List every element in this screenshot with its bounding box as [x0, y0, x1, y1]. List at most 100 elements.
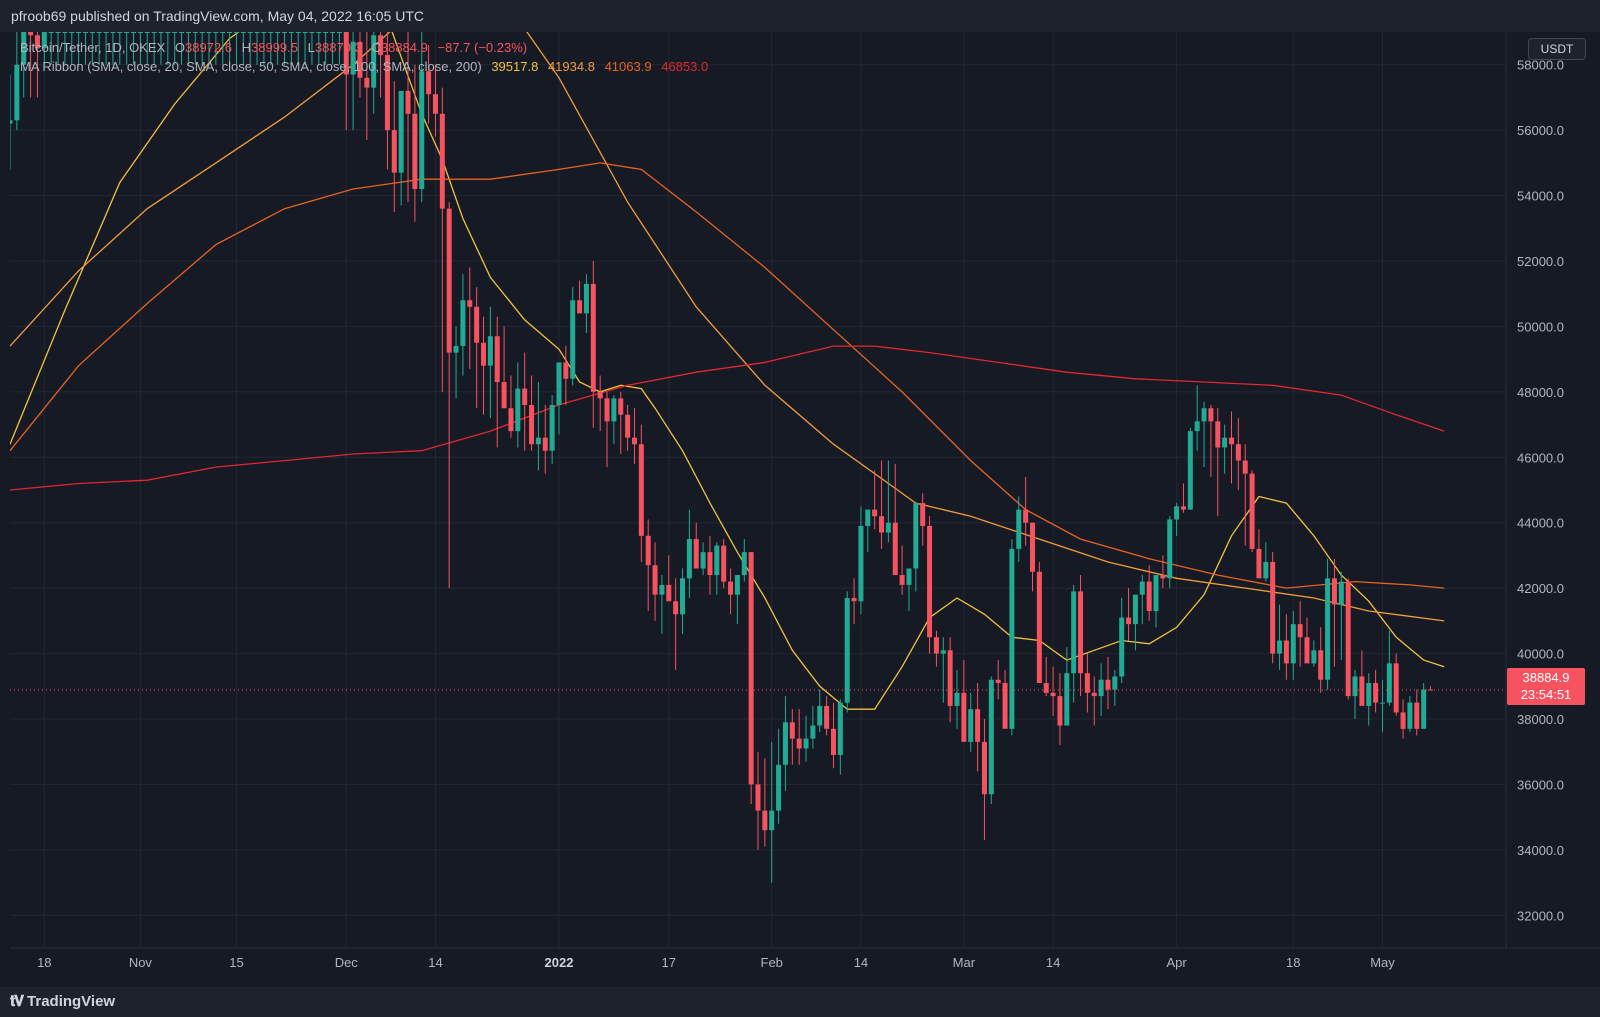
ma-ribbon-lines: [10, 32, 1445, 710]
candle-body: [673, 601, 679, 615]
candle-body: [288, 32, 294, 33]
candle-body: [611, 398, 617, 422]
time-axis[interactable]: 18 Nov 15 Dec 14 2022 17 Feb 14 Mar 14 Apr 18 May: [37, 955, 1395, 970]
candle-body: [1318, 650, 1324, 680]
candle-body: [446, 208, 452, 353]
candle-body: [865, 509, 871, 526]
candle-body: [631, 437, 637, 445]
candle-body: [961, 692, 967, 742]
candle-body: [885, 522, 891, 533]
candle-body: [302, 32, 308, 33]
ma-line-sma-100: [10, 162, 1445, 589]
candle-body: [913, 503, 919, 569]
candle-body: [652, 565, 658, 595]
price-tick-label: 48000.0: [1517, 385, 1564, 400]
candle-body: [1393, 663, 1399, 713]
candle-body: [1180, 506, 1186, 510]
price-tick-label: 40000.0: [1517, 647, 1564, 662]
time-tick-label: 2022: [545, 955, 574, 970]
candle-body: [1112, 676, 1118, 690]
time-tick-label: 17: [662, 955, 676, 970]
candle-body: [1139, 581, 1145, 595]
candle-body: [179, 32, 185, 33]
candle-body: [316, 32, 322, 33]
candle-body: [364, 77, 370, 88]
candle-body: [1331, 578, 1337, 605]
symbol-name[interactable]: Bitcoin/Tether, 1D, OKEX: [20, 40, 166, 55]
candle-body: [494, 336, 500, 383]
tradingview-logo[interactable]: 𝐭𝐕 TradingView: [10, 993, 115, 1010]
candle-body: [522, 388, 528, 405]
candle-body: [803, 738, 809, 749]
candle-body: [405, 90, 411, 114]
candle-body: [76, 32, 82, 33]
candle-body: [1359, 676, 1365, 706]
price-tick-label: 54000.0: [1517, 189, 1564, 204]
price-tick-label: 58000.0: [1517, 58, 1564, 73]
candle-body: [1352, 676, 1358, 697]
candle-body: [151, 32, 157, 33]
candle-body: [728, 581, 734, 595]
candle-body: [762, 810, 768, 831]
candle-body: [1071, 591, 1077, 674]
candle-body: [1174, 506, 1180, 520]
candle-body: [144, 32, 150, 33]
bar-countdown: 23:54:51: [1520, 687, 1572, 702]
publish-header: pfroob69 published on TradingView.com, M…: [0, 0, 1600, 32]
candle-body: [1345, 581, 1351, 697]
candle-body: [185, 32, 191, 33]
candle-body: [549, 404, 555, 451]
candle-body: [899, 575, 905, 585]
candle-body: [769, 810, 775, 831]
candle-body: [625, 414, 631, 438]
candle-body: [1105, 679, 1111, 690]
candle-body: [1256, 548, 1262, 579]
candle-body: [275, 32, 281, 33]
candle-body: [467, 300, 473, 307]
candle-body: [570, 300, 576, 379]
candle-body: [323, 32, 329, 33]
candle-body: [721, 545, 727, 582]
price-tick-label: 44000.0: [1517, 516, 1564, 531]
candle-body: [117, 32, 123, 33]
ma-ribbon-legend[interactable]: MA Ribbon (SMA, close, 20, SMA, close, 5…: [20, 59, 708, 74]
candle-body: [62, 32, 68, 33]
open-value: 38972.6: [184, 40, 232, 55]
candle-body: [618, 398, 624, 415]
candle-body: [343, 32, 349, 75]
current-price-label: 38884.9: [1522, 670, 1570, 685]
candle-body: [357, 41, 363, 78]
candle-body: [1050, 692, 1056, 697]
candle-body: [1201, 408, 1207, 422]
candle-body: [1215, 421, 1221, 448]
candle-body: [268, 32, 274, 33]
candle-body: [645, 535, 651, 566]
candle-body: [330, 32, 336, 33]
candle-body: [96, 32, 102, 33]
candle-body: [350, 41, 356, 75]
candle-body: [1290, 624, 1296, 664]
candle-body: [1194, 421, 1200, 432]
candle-body: [1414, 702, 1420, 729]
candle-body: [1160, 575, 1166, 579]
ma-ribbon-label[interactable]: MA Ribbon (SMA, close, 20, SMA, close, 5…: [20, 59, 482, 74]
candle-body: [48, 32, 54, 33]
candle-body: [233, 32, 239, 33]
candle-body: [810, 725, 816, 739]
candle-body: [14, 64, 20, 121]
candle-body: [535, 437, 541, 445]
candle-body: [1023, 509, 1029, 523]
candle-body: [666, 584, 672, 602]
symbol-legend[interactable]: Bitcoin/Tether, 1D, OKEX O38972.6 H38999…: [20, 40, 527, 55]
candle-body: [165, 32, 171, 33]
candle-body: [1084, 673, 1090, 693]
price-tick-label: 34000.0: [1517, 843, 1564, 858]
price-axis[interactable]: 32000.0 34000.0 36000.0 38000.0 40000.0 42000…: [1517, 58, 1564, 924]
candle-body: [1208, 408, 1214, 422]
currency-selector[interactable]: USDT: [1528, 38, 1586, 60]
candle-body: [69, 32, 75, 33]
current-price-badge: 38884.9 23:54:51: [1507, 668, 1585, 705]
time-tick-label: Apr: [1166, 955, 1187, 970]
candle-body: [34, 35, 40, 49]
